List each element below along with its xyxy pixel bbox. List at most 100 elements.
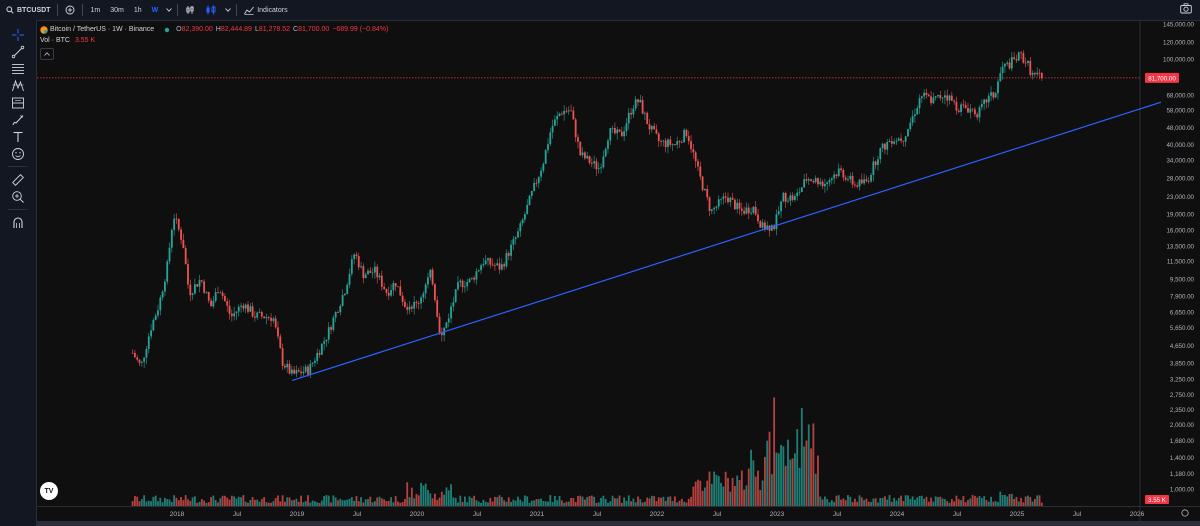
volume-bar bbox=[309, 502, 312, 506]
volume-bar bbox=[323, 496, 326, 506]
volume-bar bbox=[597, 502, 600, 506]
crosshair-icon[interactable] bbox=[11, 28, 25, 42]
volume-bar bbox=[369, 496, 372, 506]
volume-bar bbox=[697, 479, 699, 506]
ruler-icon[interactable] bbox=[11, 173, 25, 187]
price-chart[interactable]: 145,000.00 120,000.00 100,000.00 68,000.00 5… bbox=[37, 21, 1200, 521]
candle-body bbox=[854, 184, 856, 186]
candle-body bbox=[994, 93, 997, 98]
time-tick-label: Jul bbox=[593, 511, 602, 518]
volume-bar bbox=[134, 495, 136, 506]
trend-line-icon[interactable] bbox=[11, 45, 25, 59]
volume-bar bbox=[484, 501, 487, 506]
price-tick-label: 100,000.00 bbox=[1163, 57, 1195, 64]
candle-body bbox=[309, 363, 312, 375]
candle-body bbox=[392, 283, 395, 291]
volume-bar bbox=[884, 496, 886, 506]
price-tick-label: 11,500.00 bbox=[1167, 258, 1195, 265]
volume-bar bbox=[281, 495, 284, 506]
indicators-button[interactable]: Indicators bbox=[239, 0, 292, 20]
candle-body bbox=[955, 101, 958, 111]
brush-icon[interactable] bbox=[11, 113, 25, 127]
volume-bar bbox=[925, 496, 928, 506]
volume-bar bbox=[851, 502, 854, 506]
candle-body bbox=[1006, 62, 1009, 64]
trend-line[interactable] bbox=[292, 101, 1162, 382]
volume-bar bbox=[258, 501, 261, 506]
volume-bar bbox=[890, 501, 893, 506]
volume-bar bbox=[757, 470, 759, 506]
interval-dropdown[interactable] bbox=[163, 0, 175, 20]
volume-bar bbox=[420, 482, 422, 506]
chart-legend: Bitcoin / TetherUS · 1W · Binance O 82,39… bbox=[40, 24, 388, 46]
volume-bar bbox=[279, 501, 282, 506]
text-tool-icon[interactable] bbox=[11, 130, 25, 144]
volume-bar bbox=[644, 501, 646, 506]
volume-bar bbox=[683, 501, 686, 506]
volume-bar bbox=[784, 465, 787, 506]
interval-weekly[interactable]: W bbox=[151, 6, 159, 14]
volume-bar bbox=[537, 499, 540, 506]
emoji-icon[interactable] bbox=[11, 147, 25, 161]
volume-label[interactable]: Vol · BTC bbox=[40, 37, 70, 44]
settings-icon bbox=[1181, 509, 1189, 517]
volume-bar bbox=[770, 474, 773, 506]
price-tick-label: 1,000.00 bbox=[1170, 487, 1195, 494]
volume-bar bbox=[627, 495, 630, 506]
collapse-legend-button[interactable] bbox=[40, 48, 54, 60]
compare-symbol-button[interactable] bbox=[60, 0, 80, 20]
tradingview-logo[interactable]: TV bbox=[40, 482, 58, 500]
volume-bar bbox=[242, 495, 245, 506]
candle-body bbox=[554, 119, 556, 126]
chart-type-dropdown[interactable] bbox=[222, 0, 234, 20]
candle-body bbox=[999, 73, 1002, 82]
volume-bar bbox=[967, 500, 969, 506]
volume-bar bbox=[212, 495, 215, 506]
interval-30m[interactable]: 30m bbox=[110, 6, 124, 14]
chart-type-button[interactable] bbox=[200, 0, 222, 20]
magnet-icon[interactable] bbox=[11, 216, 25, 230]
candle-body bbox=[526, 204, 529, 215]
volume-bar bbox=[450, 484, 452, 506]
candle-body bbox=[378, 275, 381, 278]
candle-body bbox=[964, 104, 967, 109]
fib-retracement-icon[interactable] bbox=[11, 62, 25, 76]
candle-body bbox=[914, 114, 916, 117]
bar-style-button[interactable] bbox=[180, 0, 200, 20]
screenshot-button[interactable] bbox=[1180, 3, 1194, 17]
forecast-tool-icon[interactable] bbox=[11, 96, 25, 110]
volume-bar bbox=[519, 499, 522, 506]
candle-body bbox=[307, 366, 309, 375]
candle-body bbox=[376, 266, 379, 278]
zoom-in-icon[interactable] bbox=[11, 190, 25, 204]
interval-1m[interactable]: 1m bbox=[90, 6, 101, 14]
volume-bar bbox=[517, 496, 519, 506]
volume-bar bbox=[720, 482, 722, 506]
candle-body bbox=[775, 214, 778, 230]
candle-body bbox=[337, 312, 339, 313]
volume-bar bbox=[893, 497, 896, 506]
candle-body bbox=[170, 229, 173, 248]
volume-bar bbox=[159, 497, 162, 506]
volume-bar bbox=[886, 499, 889, 506]
volume-bar bbox=[394, 496, 397, 506]
pattern-tool-icon[interactable] bbox=[11, 79, 25, 93]
volume-bar bbox=[540, 498, 542, 506]
interval-1h[interactable]: 1h bbox=[133, 6, 142, 14]
volume-bar bbox=[807, 424, 810, 506]
candle-body bbox=[417, 302, 420, 304]
candle-body bbox=[547, 144, 549, 151]
candle-body bbox=[1034, 73, 1036, 75]
symbol-search[interactable]: BTCUSDT bbox=[0, 0, 55, 20]
volume-bar bbox=[664, 500, 667, 506]
volume-bar bbox=[487, 502, 489, 506]
volume-bar bbox=[969, 498, 972, 506]
volume-bar bbox=[860, 497, 863, 506]
candle-body bbox=[346, 284, 349, 294]
symbol-title[interactable]: Bitcoin / TetherUS · 1W · Binance bbox=[50, 26, 155, 33]
volume-bar bbox=[904, 495, 907, 506]
candle-body bbox=[147, 336, 150, 349]
chart-pane[interactable]: 145,000.00 120,000.00 100,000.00 68,000.00 5… bbox=[37, 21, 1200, 521]
candle-body bbox=[507, 253, 510, 256]
volume-bar bbox=[464, 496, 466, 506]
